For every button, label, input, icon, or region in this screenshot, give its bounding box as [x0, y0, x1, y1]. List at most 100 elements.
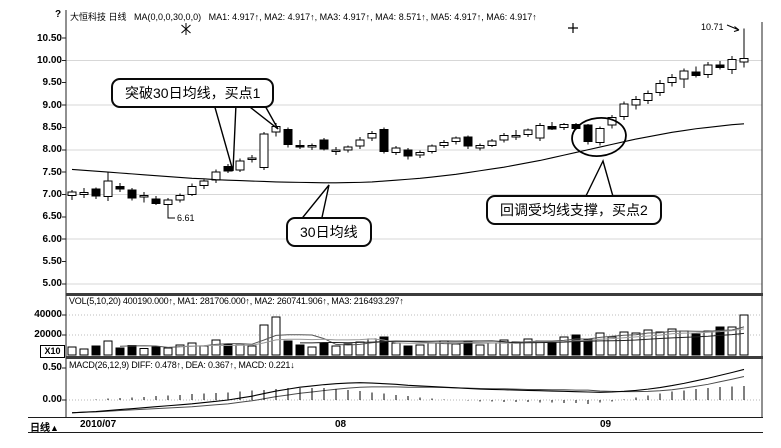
candle — [391, 147, 401, 153]
volume-bar — [679, 330, 689, 356]
price-tick-label: 7.00 — [42, 189, 62, 200]
candle — [559, 124, 569, 128]
volume-bar — [427, 342, 437, 356]
candle — [715, 64, 725, 69]
candle — [439, 142, 449, 146]
volume-bar — [667, 328, 677, 356]
hand-annotations — [167, 23, 740, 223]
volume-bar — [127, 345, 137, 356]
triangle-up-icon: ▲ — [50, 423, 59, 433]
candle — [655, 83, 665, 94]
volume-bar — [343, 343, 353, 356]
price-tick-label: 5.00 — [42, 278, 62, 290]
candle — [691, 71, 701, 77]
candle — [451, 137, 461, 143]
candle — [547, 126, 557, 130]
candle — [727, 58, 737, 70]
volume-bar — [607, 336, 617, 356]
candle — [631, 99, 641, 106]
ma30-line — [71, 123, 745, 184]
volume-bar — [91, 345, 101, 356]
macd-panel-graphics — [71, 368, 745, 414]
volume-bar — [139, 348, 149, 356]
price-tick-label: 9.50 — [42, 77, 62, 89]
callout-ma30-label: 30日均线 — [286, 217, 372, 247]
candle — [295, 144, 305, 148]
low-marker-bracket — [167, 211, 175, 219]
candle — [475, 144, 485, 149]
candle — [427, 145, 437, 153]
volume-bar — [547, 342, 557, 356]
candle — [355, 139, 365, 147]
candlesticks — [67, 28, 749, 212]
callout-pointer — [213, 103, 237, 172]
macd-indicator-readout: MACD(26,12,9) DIFF: 0.478↑, DEA: 0.367↑,… — [69, 360, 295, 370]
volume-tick-label: 40000 — [34, 309, 62, 320]
volume-tick-label: 20000 — [34, 329, 62, 340]
high-marker-arrow — [726, 24, 740, 32]
volume-bar — [367, 338, 377, 356]
candle — [379, 129, 389, 153]
candle — [619, 103, 629, 118]
volume-bar — [727, 326, 737, 356]
candle — [583, 124, 593, 143]
volume-bar — [703, 330, 713, 356]
volume-bar — [103, 340, 113, 356]
price-tick-label: 6.50 — [42, 211, 62, 223]
volume-bar — [307, 346, 317, 356]
volume-bar — [235, 344, 245, 356]
callout-buy-point-1: 突破30日均线，买点1 — [111, 78, 275, 108]
candle — [175, 194, 185, 201]
dea-line — [71, 375, 745, 414]
candle — [199, 180, 209, 187]
volume-bar — [403, 345, 413, 356]
volume-bar — [655, 331, 665, 356]
macd-tick-label: 0.00 — [42, 394, 62, 405]
volume-bar — [199, 345, 209, 356]
price-tick-label: 8.50 — [42, 121, 62, 133]
volume-bar — [247, 345, 257, 356]
candle — [259, 133, 269, 169]
help-icon[interactable]: ? — [55, 9, 62, 20]
time-axis-bar — [28, 417, 763, 433]
low-price-label: 6.61 — [177, 213, 195, 223]
candle — [487, 140, 497, 146]
ma-values-readout: MA1: 4.917↑, MA2: 4.917↑, MA3: 4.917↑, M… — [208, 12, 537, 22]
price-tick-label: 10.50 — [36, 32, 62, 44]
volume-ma10-line — [179, 328, 745, 347]
volume-bar — [595, 332, 605, 356]
candle — [103, 180, 113, 198]
volume-bar — [511, 341, 521, 356]
volume-bar — [487, 342, 497, 356]
volume-bar — [739, 314, 749, 356]
volume-bar — [295, 344, 305, 356]
period-selector[interactable]: 日线▲ — [30, 419, 59, 434]
volume-bar — [115, 347, 125, 356]
time-axis-label: 09 — [600, 419, 612, 430]
price-tick-label: 7.50 — [42, 166, 62, 178]
volume-bar — [463, 341, 473, 356]
volume-bars — [67, 314, 749, 356]
stock-title: 大恒科技 日线 — [70, 12, 127, 22]
candle — [91, 188, 101, 197]
candle — [415, 151, 425, 156]
volume-bar — [475, 344, 485, 356]
candle — [139, 194, 149, 198]
volume-indicator-readout: VOL(5,10,20) 400190.000↑, MA1: 281706.00… — [69, 296, 404, 306]
volume-bar — [643, 329, 653, 356]
volume-bar — [283, 340, 293, 356]
candle — [463, 136, 473, 147]
price-tick-label: 10.00 — [36, 54, 62, 66]
candle — [367, 133, 377, 139]
volume-bar — [79, 348, 89, 356]
candle — [79, 192, 89, 195]
ma-params: MA(0,0,0,30,0,0) — [134, 12, 202, 22]
macd-tick-label: 0.50 — [42, 362, 62, 373]
candle — [247, 157, 257, 160]
candle — [403, 149, 413, 157]
volume-bar — [331, 345, 341, 356]
candle — [187, 185, 197, 195]
volume-bar — [211, 339, 221, 356]
